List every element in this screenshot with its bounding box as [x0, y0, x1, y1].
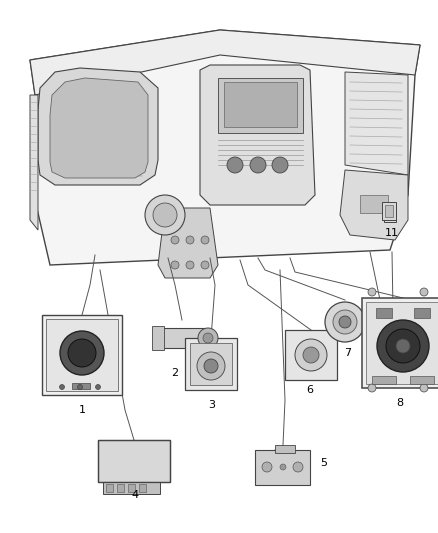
Bar	[185, 338, 237, 390]
Circle shape	[280, 464, 286, 470]
Circle shape	[295, 339, 327, 371]
Bar	[366, 302, 438, 384]
Circle shape	[386, 329, 420, 363]
Bar	[385, 205, 393, 217]
Circle shape	[293, 462, 303, 472]
Circle shape	[303, 347, 319, 363]
Text: 7: 7	[344, 348, 352, 358]
Bar	[285, 330, 337, 380]
Circle shape	[171, 236, 179, 244]
Bar	[224, 82, 297, 127]
Polygon shape	[158, 208, 218, 278]
Bar	[103, 482, 160, 494]
Bar	[190, 343, 232, 385]
Polygon shape	[50, 78, 148, 178]
Bar	[46, 319, 118, 391]
Polygon shape	[345, 72, 408, 175]
Bar	[382, 202, 396, 220]
Circle shape	[171, 261, 179, 269]
Polygon shape	[38, 68, 158, 185]
Bar	[72, 383, 90, 389]
Circle shape	[227, 157, 243, 173]
Bar	[376, 308, 392, 318]
Circle shape	[78, 384, 82, 390]
Circle shape	[250, 157, 266, 173]
Bar	[139, 484, 146, 492]
Bar	[42, 315, 122, 395]
Text: 5: 5	[320, 458, 327, 468]
Circle shape	[396, 339, 410, 353]
Bar	[360, 195, 388, 213]
Bar	[160, 328, 205, 348]
Bar	[384, 206, 396, 222]
Bar	[98, 440, 170, 482]
Bar	[98, 440, 170, 482]
Circle shape	[368, 288, 376, 296]
Circle shape	[198, 328, 218, 348]
Circle shape	[186, 236, 194, 244]
Circle shape	[339, 316, 351, 328]
Circle shape	[272, 157, 288, 173]
Circle shape	[60, 331, 104, 375]
Polygon shape	[30, 95, 38, 230]
Circle shape	[145, 195, 185, 235]
Bar	[117, 484, 124, 492]
Circle shape	[325, 302, 365, 342]
Text: 8: 8	[396, 398, 403, 408]
Circle shape	[420, 288, 428, 296]
Circle shape	[204, 359, 218, 373]
Bar	[152, 326, 164, 350]
Bar	[387, 209, 393, 219]
Text: 6: 6	[307, 385, 314, 395]
Circle shape	[201, 236, 209, 244]
Circle shape	[186, 261, 194, 269]
Text: 3: 3	[208, 400, 215, 410]
Circle shape	[368, 384, 376, 392]
Circle shape	[377, 320, 429, 372]
Circle shape	[60, 384, 64, 390]
Circle shape	[420, 384, 428, 392]
Bar	[362, 298, 438, 388]
Circle shape	[201, 261, 209, 269]
Circle shape	[203, 333, 213, 343]
Polygon shape	[30, 30, 420, 265]
Bar	[128, 484, 135, 492]
Bar	[414, 308, 430, 318]
Polygon shape	[200, 65, 315, 205]
Circle shape	[153, 203, 177, 227]
Circle shape	[68, 339, 96, 367]
Bar	[218, 78, 303, 133]
Bar	[410, 376, 434, 384]
Circle shape	[197, 352, 225, 380]
Circle shape	[262, 462, 272, 472]
Text: 11: 11	[385, 228, 399, 238]
Bar	[275, 445, 295, 453]
Text: 2: 2	[171, 368, 179, 378]
Polygon shape	[30, 30, 420, 95]
Text: 4: 4	[131, 490, 138, 500]
Bar	[372, 376, 396, 384]
Circle shape	[95, 384, 100, 390]
Bar	[255, 450, 310, 485]
Polygon shape	[340, 170, 408, 240]
Bar	[106, 484, 113, 492]
Circle shape	[333, 310, 357, 334]
Text: 1: 1	[78, 405, 85, 415]
